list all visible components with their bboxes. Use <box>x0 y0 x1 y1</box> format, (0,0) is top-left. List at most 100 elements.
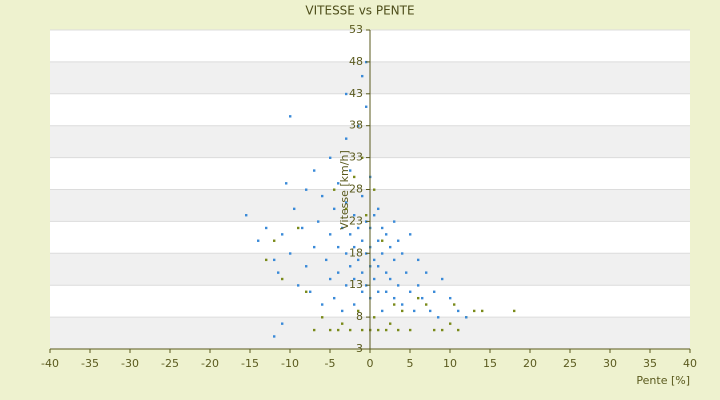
point <box>373 188 376 191</box>
y-tick-label: 3 <box>356 342 363 355</box>
point <box>341 226 344 230</box>
point <box>453 303 456 306</box>
point <box>405 271 408 274</box>
point <box>373 277 376 281</box>
point <box>345 207 348 211</box>
point <box>401 252 404 255</box>
point <box>353 303 356 306</box>
point <box>429 309 432 313</box>
point <box>337 328 340 332</box>
point <box>341 309 344 313</box>
point <box>409 328 412 332</box>
point <box>397 284 400 287</box>
point <box>473 309 476 313</box>
point <box>377 328 380 332</box>
point <box>449 322 452 325</box>
y-tick-label: 13 <box>349 278 363 291</box>
point <box>381 309 384 313</box>
point <box>381 239 384 242</box>
point <box>353 245 356 249</box>
point <box>313 169 316 172</box>
point <box>457 309 460 313</box>
point <box>377 239 380 242</box>
point <box>333 207 336 211</box>
point <box>321 316 324 319</box>
point <box>421 296 424 300</box>
point <box>301 226 304 230</box>
x-tick-label: -15 <box>241 357 259 370</box>
point <box>345 284 348 287</box>
point <box>297 284 300 287</box>
x-tick-label: -20 <box>201 357 219 370</box>
point <box>361 290 364 293</box>
point <box>329 233 332 236</box>
point <box>281 233 284 236</box>
point <box>357 309 360 313</box>
point <box>349 233 352 236</box>
point <box>393 258 396 262</box>
x-tick-label: -10 <box>281 357 299 370</box>
point <box>265 258 268 262</box>
y-tick-label: 8 <box>356 310 363 323</box>
y-tick-label: 33 <box>349 151 363 164</box>
point <box>441 277 444 281</box>
chart-title: VITESSE vs PENTE <box>305 4 414 18</box>
point <box>297 226 300 230</box>
point <box>341 322 344 325</box>
y-tick-label: 18 <box>349 246 363 259</box>
point <box>337 182 340 185</box>
point <box>377 290 380 293</box>
y-tick-label: 53 <box>349 23 363 36</box>
point <box>281 322 284 325</box>
point <box>389 322 392 325</box>
point <box>425 303 428 306</box>
point <box>393 296 396 300</box>
point <box>337 271 340 274</box>
point <box>433 328 436 332</box>
point <box>289 115 292 118</box>
point <box>417 258 420 262</box>
point <box>373 258 376 262</box>
point <box>393 220 396 223</box>
y-tick-label: 23 <box>349 214 363 227</box>
point <box>337 245 340 249</box>
point <box>437 316 440 319</box>
point <box>349 169 352 172</box>
point <box>377 207 380 211</box>
point <box>389 245 392 249</box>
x-tick-label: -30 <box>121 357 139 370</box>
point <box>345 252 348 255</box>
point <box>333 188 336 191</box>
point <box>245 214 248 217</box>
x-tick-label: -5 <box>325 357 336 370</box>
point <box>277 271 280 274</box>
x-tick-label: 40 <box>683 357 697 370</box>
point <box>321 194 324 198</box>
x-tick-label: -40 <box>41 357 59 370</box>
point <box>385 271 388 274</box>
point <box>305 188 308 191</box>
point <box>345 201 348 204</box>
x-tick-label: 5 <box>407 357 414 370</box>
point <box>457 328 460 332</box>
point <box>293 207 296 211</box>
point <box>449 296 452 300</box>
y-tick-label: 28 <box>349 183 363 196</box>
point <box>397 328 400 332</box>
point <box>353 175 356 179</box>
point <box>321 303 324 306</box>
x-tick-label: -35 <box>81 357 99 370</box>
point <box>317 220 320 223</box>
point <box>361 156 364 159</box>
point <box>373 214 376 217</box>
point <box>273 258 276 262</box>
point <box>353 214 356 217</box>
point <box>441 328 444 332</box>
y-tick-label: 38 <box>349 119 363 132</box>
x-tick-label: 15 <box>483 357 497 370</box>
point <box>357 258 360 262</box>
point <box>417 284 420 287</box>
point <box>373 316 376 319</box>
point <box>329 156 332 159</box>
y-tick-label: 48 <box>349 55 363 68</box>
